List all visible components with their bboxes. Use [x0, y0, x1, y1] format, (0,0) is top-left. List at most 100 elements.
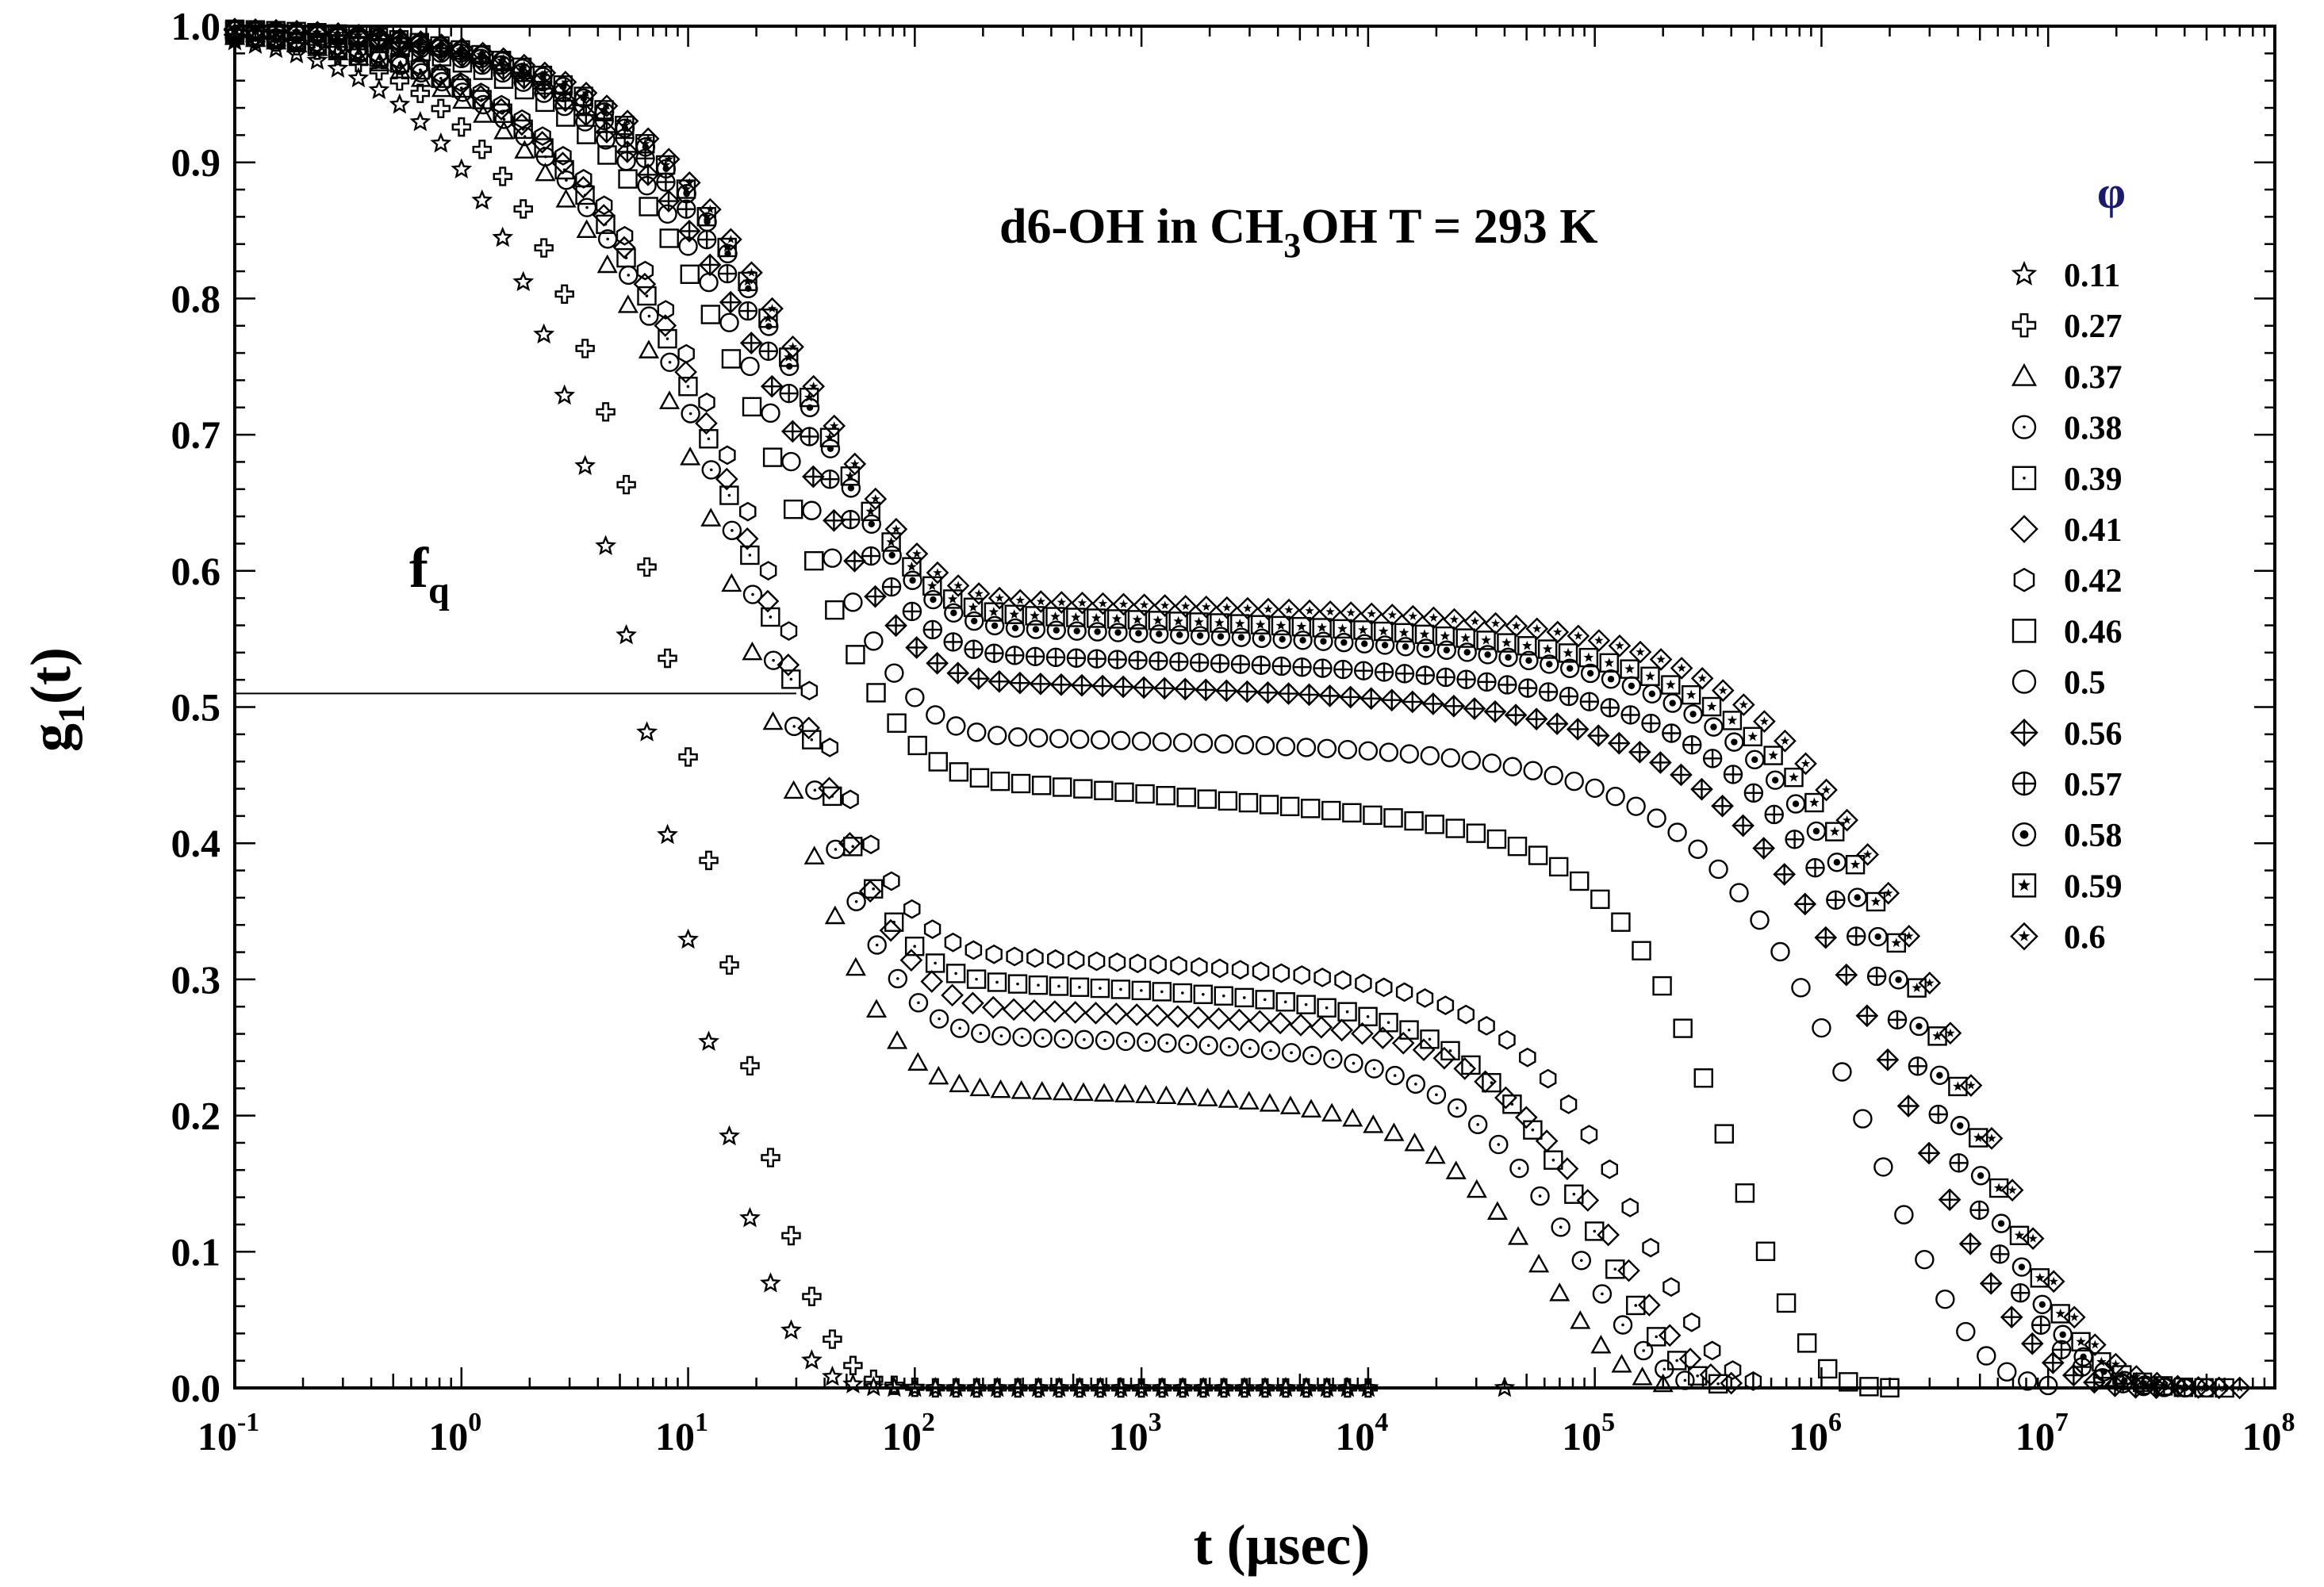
data-point	[1383, 808, 1403, 828]
data-point	[1302, 1045, 1322, 1066]
data-point	[971, 1023, 991, 1044]
data-point	[1339, 685, 1363, 709]
data-point	[576, 219, 597, 238]
data-point	[1007, 974, 1028, 994]
data-point	[701, 460, 721, 480]
data-point	[1031, 1081, 1053, 1100]
data-point	[988, 1378, 1007, 1398]
data-point	[658, 328, 677, 349]
x-tick-label: 104	[1335, 1408, 1388, 1459]
legend-marker	[2010, 719, 2038, 747]
data-point	[493, 121, 515, 140]
data-point	[964, 940, 983, 960]
data-point	[1374, 662, 1394, 682]
data-point	[1980, 1127, 2004, 1150]
data-point	[1194, 678, 1218, 702]
data-point	[826, 839, 846, 860]
data-point	[657, 823, 678, 845]
data-point	[1289, 1014, 1313, 1037]
data-point	[1457, 642, 1477, 662]
data-point	[512, 53, 536, 77]
data-point	[1379, 1013, 1398, 1033]
data-point	[783, 780, 804, 799]
data-point	[1218, 791, 1238, 811]
data-point	[1546, 620, 1570, 644]
data-point	[1896, 1094, 1920, 1117]
data-point	[1026, 948, 1044, 968]
data-point	[1110, 979, 1131, 999]
data-point	[1069, 1378, 1090, 1398]
data-point	[595, 535, 617, 556]
data-point	[946, 661, 970, 685]
data-point	[616, 225, 634, 246]
data-point	[1128, 650, 1148, 670]
data-point	[1425, 815, 1444, 834]
data-point	[410, 83, 431, 103]
data-point	[1455, 628, 1475, 648]
data-point	[431, 63, 449, 83]
data-point	[2104, 1352, 2127, 1376]
data-point	[991, 1025, 1011, 1046]
data-point	[946, 1378, 966, 1398]
data-point	[1029, 728, 1049, 748]
data-point	[452, 90, 474, 109]
data-point	[1642, 684, 1662, 703]
data-point	[1436, 995, 1455, 1015]
data-point	[1478, 1016, 1495, 1036]
data-point	[1337, 1378, 1358, 1398]
data-point	[1494, 1376, 1516, 1397]
data-point	[1498, 1029, 1516, 1050]
legend-marker	[2013, 567, 2035, 592]
data-point	[1502, 1094, 1522, 1114]
data-point	[784, 716, 804, 737]
data-point	[864, 1369, 884, 1390]
data-point	[1043, 1000, 1067, 1023]
data-point	[1908, 1056, 1928, 1076]
data-point	[1662, 1277, 1680, 1298]
data-point	[555, 189, 577, 208]
data-point	[473, 104, 494, 123]
data-layer	[223, 17, 2252, 1400]
data-point	[264, 18, 288, 42]
data-point	[825, 600, 845, 620]
data-point	[1662, 693, 1682, 713]
series-0.42	[226, 24, 1762, 1391]
data-point	[1420, 1029, 1440, 1049]
data-point	[1152, 1378, 1172, 1398]
data-point	[1234, 734, 1255, 755]
data-point	[1794, 752, 1817, 776]
data-point	[946, 574, 970, 597]
data-point	[1894, 1205, 1914, 1225]
data-point	[1375, 635, 1395, 655]
data-point	[1549, 1282, 1570, 1301]
data-point	[1611, 912, 1631, 932]
data-point	[719, 955, 739, 975]
data-point	[1231, 627, 1252, 647]
data-point	[1484, 611, 1507, 635]
data-point	[1084, 1002, 1107, 1025]
data-point	[1149, 954, 1167, 975]
data-point	[1845, 854, 1866, 875]
data-point	[1172, 733, 1193, 753]
data-point	[1153, 594, 1177, 617]
data-point	[2083, 1333, 2107, 1356]
data-point	[1621, 1198, 1639, 1217]
legend-label: 0.39	[2064, 462, 2123, 498]
data-point	[1682, 734, 1702, 755]
data-point	[1277, 682, 1300, 705]
data-point	[884, 663, 904, 683]
data-point	[719, 290, 742, 314]
data-point	[700, 508, 722, 527]
data-point	[1632, 941, 1651, 960]
data-point	[1313, 631, 1333, 651]
data-point	[1131, 980, 1152, 1001]
data-point	[922, 619, 943, 640]
data-point	[533, 323, 555, 344]
data-point	[535, 162, 556, 182]
data-point	[1617, 1259, 1640, 1282]
data-point	[1608, 634, 1632, 657]
data-point	[1215, 679, 1238, 703]
data-point	[722, 520, 742, 541]
data-point	[1240, 1038, 1260, 1059]
data-point	[1049, 976, 1069, 996]
